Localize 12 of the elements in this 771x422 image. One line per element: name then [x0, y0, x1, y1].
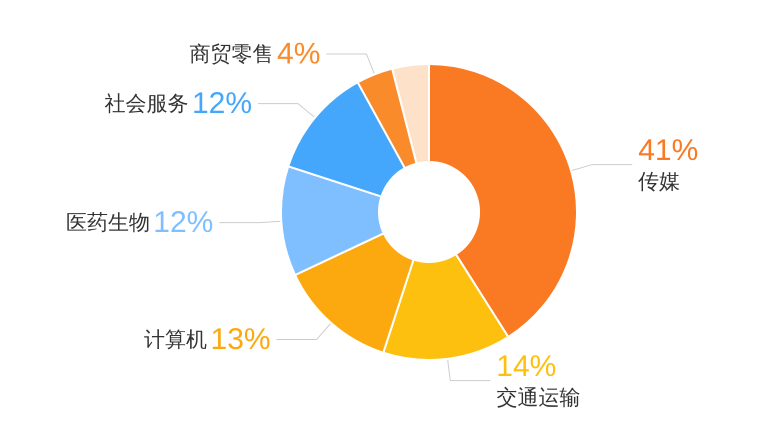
data-label: 4%	[277, 37, 320, 70]
data-label: 12%	[192, 87, 252, 120]
slice-label: 传媒	[638, 170, 680, 194]
slice-label: 计算机	[144, 328, 208, 352]
data-label: 12%	[153, 206, 214, 240]
data-label: 14%	[496, 350, 556, 384]
slice-label: 交通运输	[496, 386, 580, 410]
slice-label: 商贸零售	[190, 42, 274, 66]
slice-label: 医药生物	[66, 210, 150, 235]
data-label: 41%	[638, 134, 698, 168]
data-label: 13%	[210, 323, 271, 356]
slice-label: 社会服务	[104, 92, 189, 116]
